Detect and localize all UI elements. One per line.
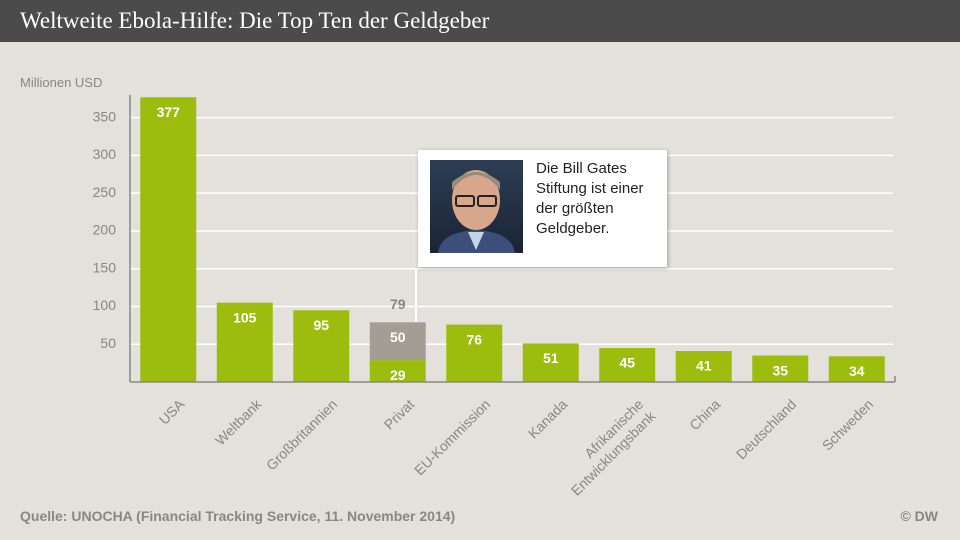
callout: Die Bill Gates Stiftung ist einer der gr… (418, 150, 667, 267)
total-label: 79 (390, 296, 406, 312)
value-label: 29 (390, 367, 406, 383)
value-label: 105 (233, 309, 257, 325)
y-tick-label: 300 (93, 146, 117, 162)
bar (369, 322, 426, 361)
value-label: 377 (157, 104, 181, 120)
credit: © DW (900, 508, 938, 524)
y-tick-label: 100 (93, 297, 117, 313)
value-label: 95 (313, 317, 329, 333)
value-label: 51 (543, 350, 559, 366)
callout-text: Die Bill Gates Stiftung ist einer der gr… (536, 160, 644, 237)
bar (140, 97, 197, 382)
bar (522, 343, 579, 382)
bar (446, 324, 503, 382)
bar (828, 356, 885, 382)
y-tick-label: 250 (93, 184, 117, 200)
y-tick-label: 350 (93, 108, 117, 124)
photo (430, 160, 523, 253)
portrait (438, 170, 515, 253)
y-axis-label: Millionen USD (20, 75, 103, 90)
value-label: 35 (772, 362, 788, 378)
chart-title: Weltweite Ebola-Hilfe: Die Top Ten der G… (20, 8, 490, 33)
bar (599, 348, 656, 382)
bar (293, 310, 350, 382)
source: Quelle: UNOCHA (Financial Tracking Servi… (20, 508, 456, 524)
value-label: 41 (696, 358, 712, 374)
y-tick-label: 200 (93, 222, 117, 238)
bar (369, 360, 426, 382)
y-tick-label: 150 (93, 259, 117, 275)
value-label: 34 (849, 363, 865, 379)
value-label: 50 (390, 329, 406, 345)
bar (675, 351, 732, 382)
bar (752, 355, 809, 382)
value-label: 76 (466, 331, 482, 347)
y-tick-label: 50 (100, 335, 116, 351)
bar (216, 302, 273, 382)
title-bar: Weltweite Ebola-Hilfe: Die Top Ten der G… (0, 0, 960, 42)
value-label: 45 (619, 355, 635, 371)
